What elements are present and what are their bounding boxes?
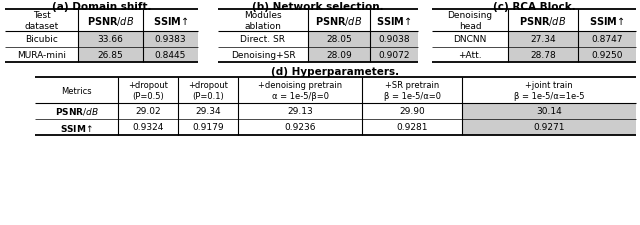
Text: 0.9236: 0.9236: [284, 123, 316, 132]
Text: 30.14: 30.14: [536, 107, 562, 116]
Text: 0.9250: 0.9250: [591, 51, 623, 60]
Text: DNCNN: DNCNN: [453, 35, 486, 44]
Text: 0.9038: 0.9038: [378, 35, 410, 44]
Text: $\mathbf{PSNR}$/$\mathit{dB}$: $\mathbf{PSNR}$/$\mathit{dB}$: [54, 106, 99, 117]
Text: Direct. SR: Direct. SR: [241, 35, 285, 44]
Text: Denoising+SR: Denoising+SR: [230, 51, 295, 60]
Text: 0.9072: 0.9072: [378, 51, 410, 60]
Text: 29.34: 29.34: [195, 107, 221, 116]
Text: MURA-mini: MURA-mini: [17, 51, 66, 60]
Text: +denoising pretrain
α = 1e-5/β=0: +denoising pretrain α = 1e-5/β=0: [258, 81, 342, 101]
Text: 0.9383: 0.9383: [155, 35, 186, 44]
Text: $\mathbf{PSNR}$/$\mathit{dB}$: $\mathbf{PSNR}$/$\mathit{dB}$: [520, 14, 566, 27]
Text: $\mathbf{SSIM}$↑: $\mathbf{SSIM}$↑: [153, 15, 188, 27]
Text: 0.9271: 0.9271: [533, 123, 564, 132]
Text: 33.66: 33.66: [97, 35, 124, 44]
Text: +SR pretrain
β = 1e-5/α=0: +SR pretrain β = 1e-5/α=0: [383, 81, 440, 101]
Bar: [78, 32, 198, 63]
Text: 0.9324: 0.9324: [132, 123, 164, 132]
Bar: [508, 32, 636, 63]
Text: +joint train
β = 1e-5/α=1e-5: +joint train β = 1e-5/α=1e-5: [514, 81, 584, 101]
Text: 0.9281: 0.9281: [396, 123, 428, 132]
Text: +dropout
(P=0.1): +dropout (P=0.1): [188, 81, 228, 101]
Text: 27.34: 27.34: [530, 35, 556, 44]
Text: 0.8747: 0.8747: [591, 35, 623, 44]
Text: 28.05: 28.05: [326, 35, 352, 44]
Text: 29.13: 29.13: [287, 107, 313, 116]
Text: $\mathbf{SSIM}$↑: $\mathbf{SSIM}$↑: [376, 15, 412, 27]
Text: (d) Hyperparameters.: (d) Hyperparameters.: [271, 67, 399, 77]
Text: 29.90: 29.90: [399, 107, 425, 116]
Text: 0.8445: 0.8445: [155, 51, 186, 60]
Text: Denoising
head: Denoising head: [447, 11, 493, 31]
Bar: [462, 104, 636, 135]
Text: Metrics: Metrics: [61, 86, 92, 95]
Text: Bicubic: Bicubic: [25, 35, 58, 44]
Text: 0.9179: 0.9179: [192, 123, 224, 132]
Text: Test
dataset: Test dataset: [24, 11, 59, 31]
Text: (c) RCA Block.: (c) RCA Block.: [493, 2, 575, 12]
Text: 26.85: 26.85: [98, 51, 124, 60]
Text: 28.09: 28.09: [326, 51, 352, 60]
Text: 28.78: 28.78: [530, 51, 556, 60]
Text: Modules
ablation: Modules ablation: [244, 11, 282, 31]
Text: $\mathbf{SSIM}$↑: $\mathbf{SSIM}$↑: [589, 15, 625, 27]
Text: $\mathbf{SSIM}$↑: $\mathbf{SSIM}$↑: [60, 122, 93, 133]
Text: (a) Domain shift.: (a) Domain shift.: [52, 2, 151, 12]
Text: $\mathbf{PSNR}$/$\mathit{dB}$: $\mathbf{PSNR}$/$\mathit{dB}$: [87, 14, 134, 27]
Bar: [308, 32, 418, 63]
Text: 29.02: 29.02: [135, 107, 161, 116]
Text: +dropout
(P=0.5): +dropout (P=0.5): [128, 81, 168, 101]
Text: (b) Network selection.: (b) Network selection.: [252, 2, 384, 12]
Text: $\mathbf{PSNR}$/$\mathit{dB}$: $\mathbf{PSNR}$/$\mathit{dB}$: [316, 14, 363, 27]
Text: +Att.: +Att.: [458, 51, 482, 60]
